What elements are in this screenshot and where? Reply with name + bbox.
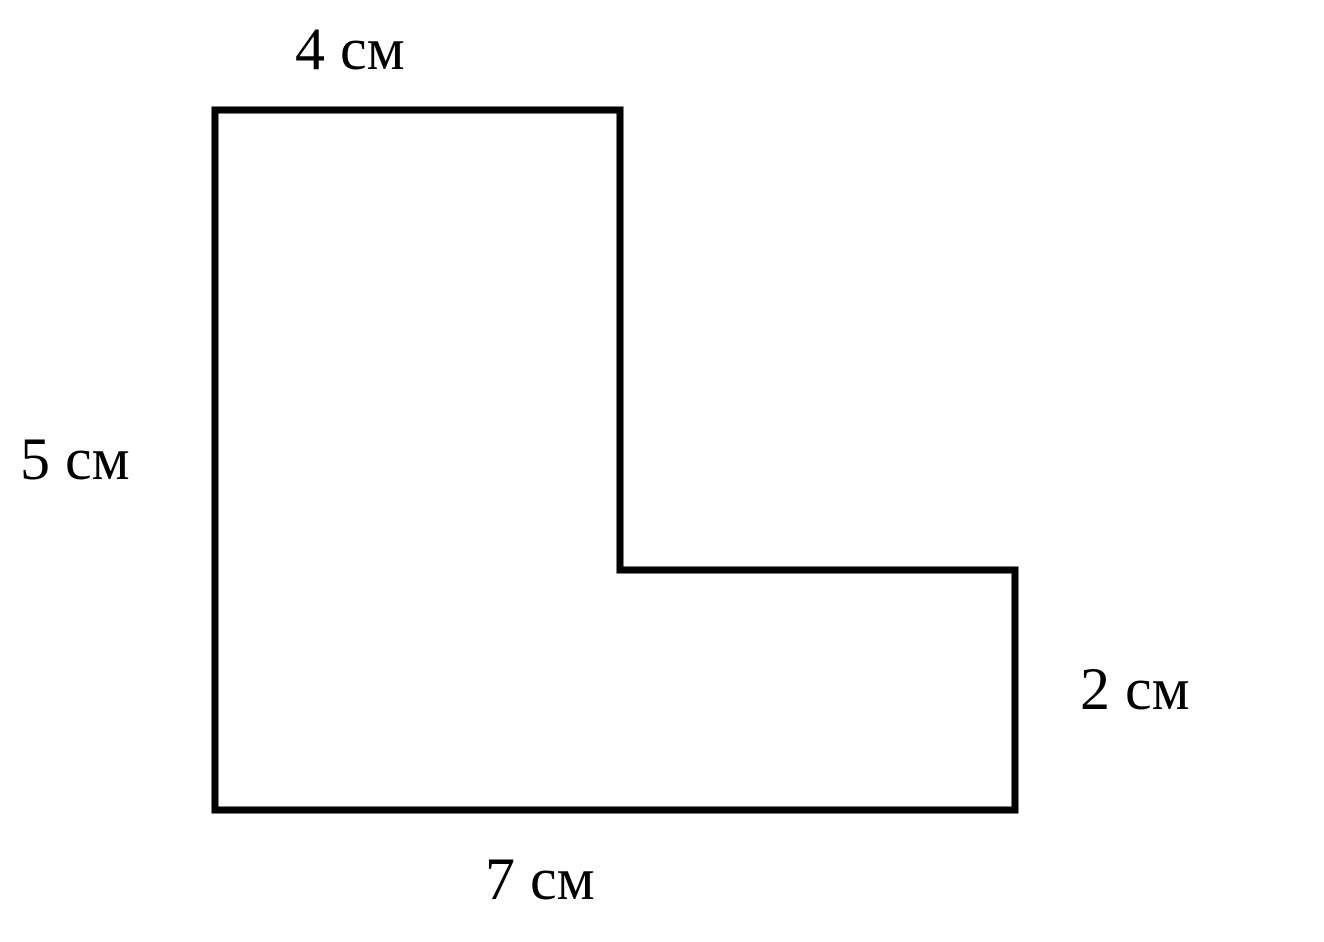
dimension-label-bottom: 7 см [485, 845, 595, 914]
l-shape-svg [0, 0, 1324, 942]
l-shape-polygon [215, 110, 1015, 810]
dimension-label-right: 2 см [1080, 655, 1190, 724]
l-shape-diagram: 4 см 5 см 2 см 7 см [0, 0, 1324, 942]
dimension-label-top: 4 см [295, 15, 405, 84]
dimension-label-left: 5 см [20, 425, 130, 494]
